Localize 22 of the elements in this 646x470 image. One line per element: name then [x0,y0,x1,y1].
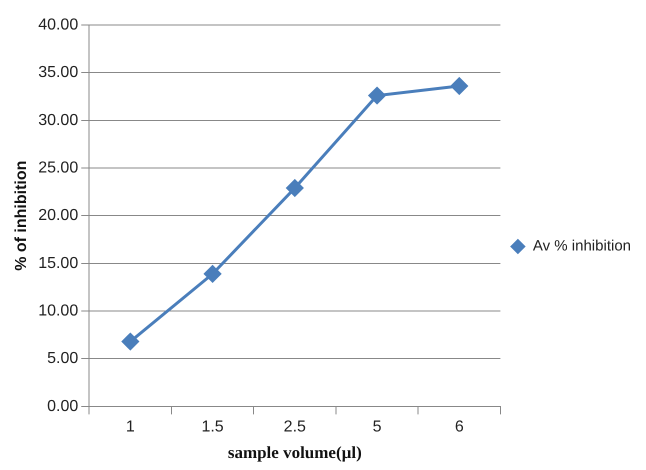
point [450,78,468,95]
point [122,333,139,350]
x-tick-label: 6 [454,418,464,436]
y-tick-label: 40.00 [38,16,78,34]
y-tick-label: 30.00 [38,112,78,129]
y-tick-label: 15.00 [38,254,78,272]
x-axis-title: sample volume(µl) [228,443,362,462]
x-tick-label: 1 [126,418,135,436]
point [286,180,304,197]
y-tick-label: 10.00 [38,302,78,320]
y-tick-label: 5.00 [47,350,78,368]
y-tick-label: 35.00 [38,64,78,82]
y-axis-title: % of inhibition [13,160,30,271]
y-tick-label: 20.00 [38,207,78,224]
point [204,265,222,282]
y-tick-label: 0.00 [47,398,78,415]
legend-label: Av % inhibition [532,238,632,255]
x-tick-label: 5 [372,418,382,436]
x-tick-label: 1.5 [201,418,224,436]
y-tick-label: 25.00 [38,159,78,176]
x-tick-label: 2.5 [284,418,306,436]
point [368,87,386,104]
